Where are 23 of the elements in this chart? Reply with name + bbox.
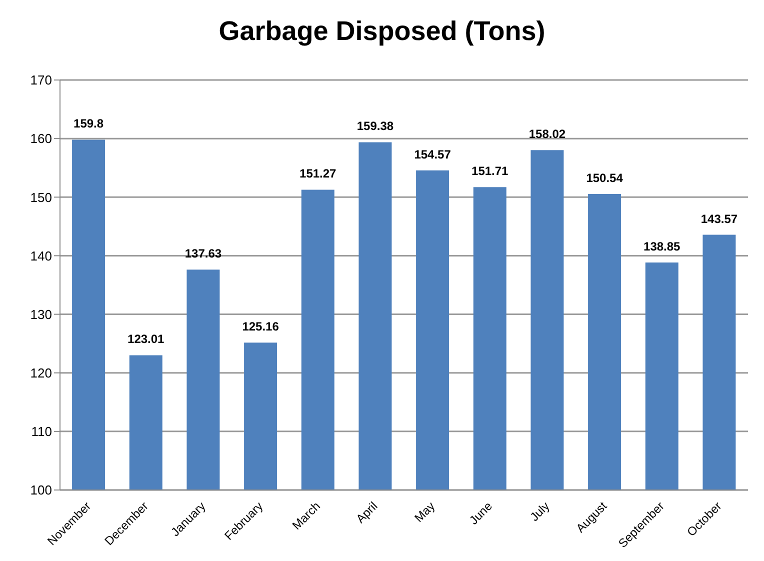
chart-title: Garbage Disposed (Tons) (218, 16, 546, 47)
data-label: 158.02 (528, 127, 566, 142)
data-label: 154.57 (414, 147, 452, 162)
data-label: 150.54 (586, 170, 624, 185)
data-label: 138.85 (644, 239, 681, 254)
data-label: 143.57 (700, 212, 738, 226)
y-tick-label: 160 (30, 131, 52, 146)
y-tick-label: 150 (30, 190, 52, 205)
y-tick-label: 170 (30, 72, 52, 88)
data-label: 151.71 (472, 164, 509, 178)
y-tick-label: 100 (30, 482, 52, 498)
data-label: 159.8 (74, 116, 104, 131)
data-label: 159.38 (356, 119, 394, 134)
data-label: 123.01 (128, 332, 165, 346)
data-label: 151.27 (300, 166, 337, 181)
y-tick-label: 130 (30, 306, 52, 322)
y-tick-label: 120 (30, 365, 52, 380)
y-tick-label: 140 (30, 248, 52, 264)
y-tick-label: 110 (31, 424, 52, 440)
x-tick-label: July (527, 499, 552, 524)
data-label: 125.16 (242, 320, 280, 334)
x-tick-label: May (412, 499, 438, 525)
data-label: 137.63 (184, 246, 222, 261)
